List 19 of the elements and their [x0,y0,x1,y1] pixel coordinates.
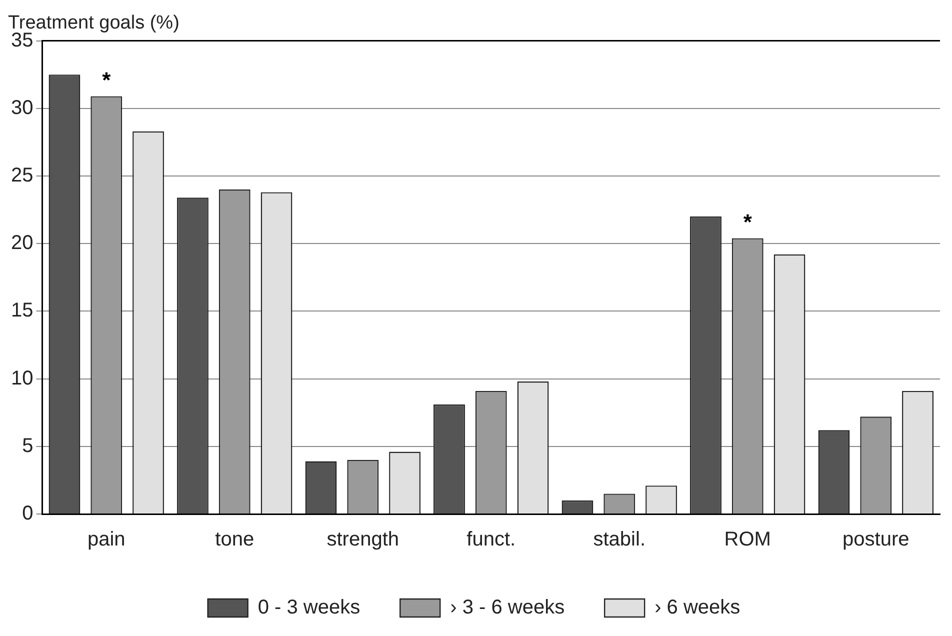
x-tick-label: strength [326,528,400,551]
y-tick-label: 0 [22,502,34,525]
x-tick-label: tone [215,528,254,551]
legend-label: 0 - 3 weeks [258,596,360,619]
y-tick-label: 25 [10,164,34,187]
annotation: * [102,67,112,92]
y-tick-label: 15 [10,300,34,322]
y-tick-label: 30 [10,96,34,119]
x-tick-label: funct. [466,528,516,551]
y-tick-label: 5 [22,434,34,457]
annotation: * [743,209,752,234]
legend-label: › 3 - 6 weeks [450,596,565,619]
legend-label: › 6 weeks [654,596,740,619]
x-tick-label: ROM [724,528,771,551]
y-tick-label: 20 [10,232,34,254]
x-tick-label: stabil. [593,528,646,551]
x-tick-label: pain [87,528,126,551]
y-tick-label: 10 [10,367,34,390]
x-tick-label: posture [842,528,910,551]
